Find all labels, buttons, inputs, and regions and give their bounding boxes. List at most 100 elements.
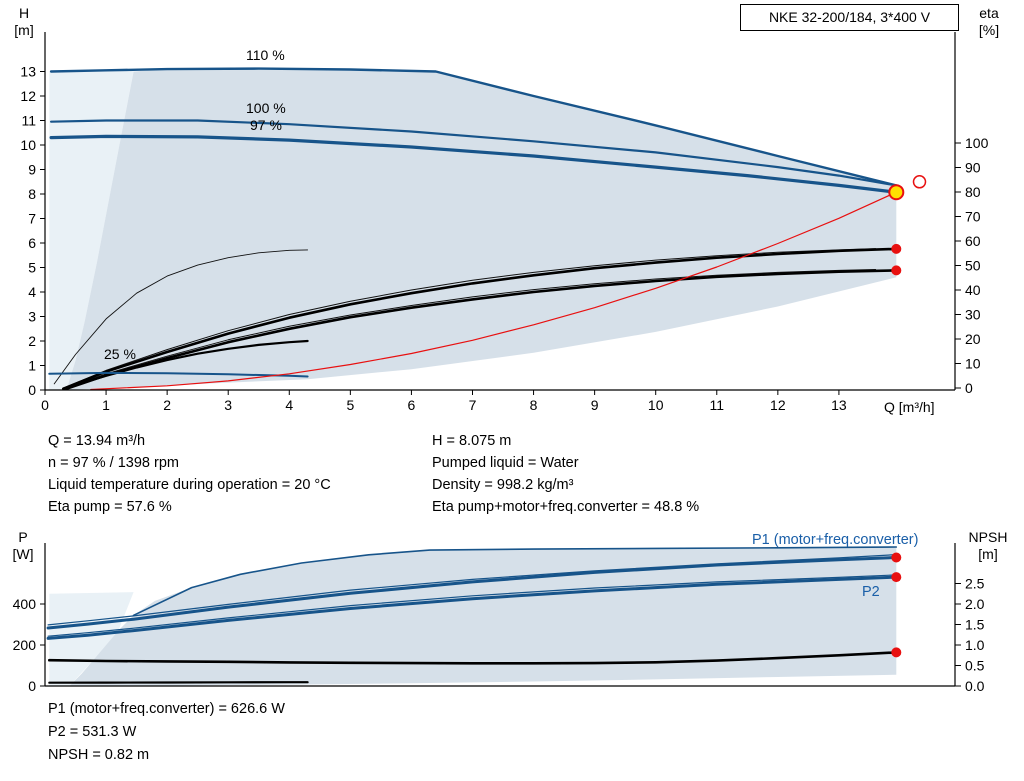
curve-label-25-percent: 25 %	[104, 346, 136, 362]
x-tick-label: 0	[41, 397, 49, 413]
curve-endpoint-marker	[891, 552, 902, 563]
x-tick-label: 10	[648, 397, 664, 413]
x-tick-label: 13	[831, 397, 847, 413]
x-tick-label: 8	[530, 397, 538, 413]
info-eta-pump: Eta pump = 57.6 %	[48, 499, 172, 515]
curve-npsh	[48, 651, 898, 665]
y-tick-label: 3	[28, 309, 36, 325]
y2-tick-label: 1.5	[965, 617, 985, 633]
info-density: Density = 998.2 kg/m³	[432, 477, 574, 493]
y2-tick-label: 20	[965, 331, 981, 347]
npsh-axis-unit: [m]	[978, 546, 998, 562]
power-axis-unit: [W]	[12, 546, 34, 562]
y-tick-label: 8	[28, 186, 36, 202]
curve-eta-25-thin	[53, 249, 309, 385]
y-tick-label: 0	[28, 382, 36, 398]
info-p2: P2 = 531.3 W	[48, 724, 137, 740]
info-flow: Q = 13.94 m³/h	[48, 433, 146, 449]
curve-p1-110-limit	[132, 546, 898, 617]
y-tick-label: 13	[20, 64, 36, 80]
info-head: H = 8.075 m	[432, 433, 512, 449]
power-axis-title: P [W]	[2, 529, 44, 563]
eta-axis-unit: [%]	[978, 22, 1000, 38]
y2-tick-label: 40	[965, 282, 981, 298]
curve-eta-thin-upper	[62, 248, 877, 389]
curve-endpoint-marker	[891, 265, 902, 276]
eta-axis-title: eta [%]	[966, 5, 1012, 39]
curve-eta-pump	[62, 247, 898, 391]
p1-curve-label: P1 (motor+freq.converter)	[752, 532, 919, 548]
y-tick-label: 7	[28, 211, 36, 227]
y2-tick-label: 90	[965, 160, 981, 176]
y2-tick-label: 0	[965, 380, 973, 396]
y-tick-label: 200	[13, 637, 37, 653]
rated-point-marker	[912, 175, 927, 189]
curve-p2-97	[46, 575, 898, 640]
y2-tick-label: 70	[965, 209, 981, 225]
power-axis-letter: P	[18, 529, 28, 545]
curve-endpoint-marker	[891, 243, 902, 254]
curve-endpoint-marker	[891, 647, 902, 658]
info-speed: n = 97 % / 1398 rpm	[48, 455, 179, 471]
y-tick-label: 11	[21, 113, 36, 129]
curve-label-110-percent: 110 %	[246, 47, 285, 63]
y-tick-label: 0	[28, 678, 36, 694]
y2-tick-label: 100	[965, 135, 989, 151]
y2-tick-label: 50	[965, 258, 981, 274]
x-tick-label: 2	[163, 397, 171, 413]
head-axis-unit: [m]	[14, 22, 34, 38]
y2-tick-label: 60	[965, 233, 981, 249]
x-tick-label: 11	[709, 397, 724, 413]
npsh-axis-letter: NPSH	[968, 529, 1008, 545]
y2-tick-label: 30	[965, 307, 981, 323]
x-tick-label: 3	[224, 397, 232, 413]
curve-head-100	[50, 119, 898, 187]
y-tick-label: 400	[13, 596, 37, 612]
x-tick-label: 7	[469, 397, 477, 413]
p2-curve-label: P2	[862, 584, 880, 600]
x-tick-label: 5	[346, 397, 354, 413]
envelope-pale-left	[49, 71, 134, 390]
operating-data-left-column: Q = 13.94 m³/h n = 97 % / 1398 rpm Liqui…	[48, 430, 331, 518]
y-tick-label: 6	[28, 235, 36, 251]
curve-head-110	[49, 67, 898, 187]
curve-head-97-operating	[49, 134, 898, 194]
curve-npsh-low-speed	[48, 681, 309, 684]
y-tick-label: 4	[28, 284, 36, 300]
x-tick-label: 12	[770, 397, 786, 413]
y-tick-label: 2	[28, 333, 36, 349]
curve-head-25	[48, 371, 309, 378]
envelope-power-range	[69, 547, 897, 686]
y-tick-label: 9	[28, 162, 36, 178]
pump-designation-box: NKE 32-200/184, 3*400 V	[740, 4, 959, 31]
y2-tick-label: 2.5	[965, 576, 985, 592]
info-eta-total: Eta pump+motor+freq.converter = 48.8 %	[432, 499, 700, 515]
head-axis-title: H [m]	[4, 5, 44, 39]
curve-endpoint-marker	[891, 572, 902, 583]
curve-label-97-percent: 97 %	[250, 117, 282, 133]
npsh-axis-title: NPSH [m]	[956, 529, 1020, 563]
y2-tick-label: 10	[965, 356, 981, 372]
envelope-operating-range	[66, 68, 897, 390]
info-p1: P1 (motor+freq.converter) = 626.6 W	[48, 701, 285, 717]
eta-axis-letter: eta	[979, 5, 999, 21]
y-tick-label: 1	[28, 358, 36, 374]
x-tick-label: 6	[408, 397, 416, 413]
power-data-block: P1 (motor+freq.converter) = 626.6 W P2 =…	[48, 698, 285, 767]
info-liquid-temperature: Liquid temperature during operation = 20…	[48, 477, 331, 493]
curve-system-curve	[90, 191, 897, 391]
duty-point-marker	[888, 184, 905, 201]
y-tick-label: 10	[20, 137, 36, 153]
info-pumped-liquid: Pumped liquid = Water	[432, 455, 579, 471]
flow-axis-label: Q [m³/h]	[884, 399, 935, 415]
y2-tick-label: 80	[965, 184, 981, 200]
curve-eta-thin-lower	[65, 269, 877, 389]
x-tick-label: 9	[591, 397, 599, 413]
envelope-pale-left-power	[49, 592, 134, 686]
info-npsh: NPSH = 0.82 m	[48, 747, 150, 763]
x-tick-label: 4	[285, 397, 293, 413]
y-tick-label: 5	[28, 260, 36, 276]
y2-tick-label: 0.5	[965, 658, 985, 674]
